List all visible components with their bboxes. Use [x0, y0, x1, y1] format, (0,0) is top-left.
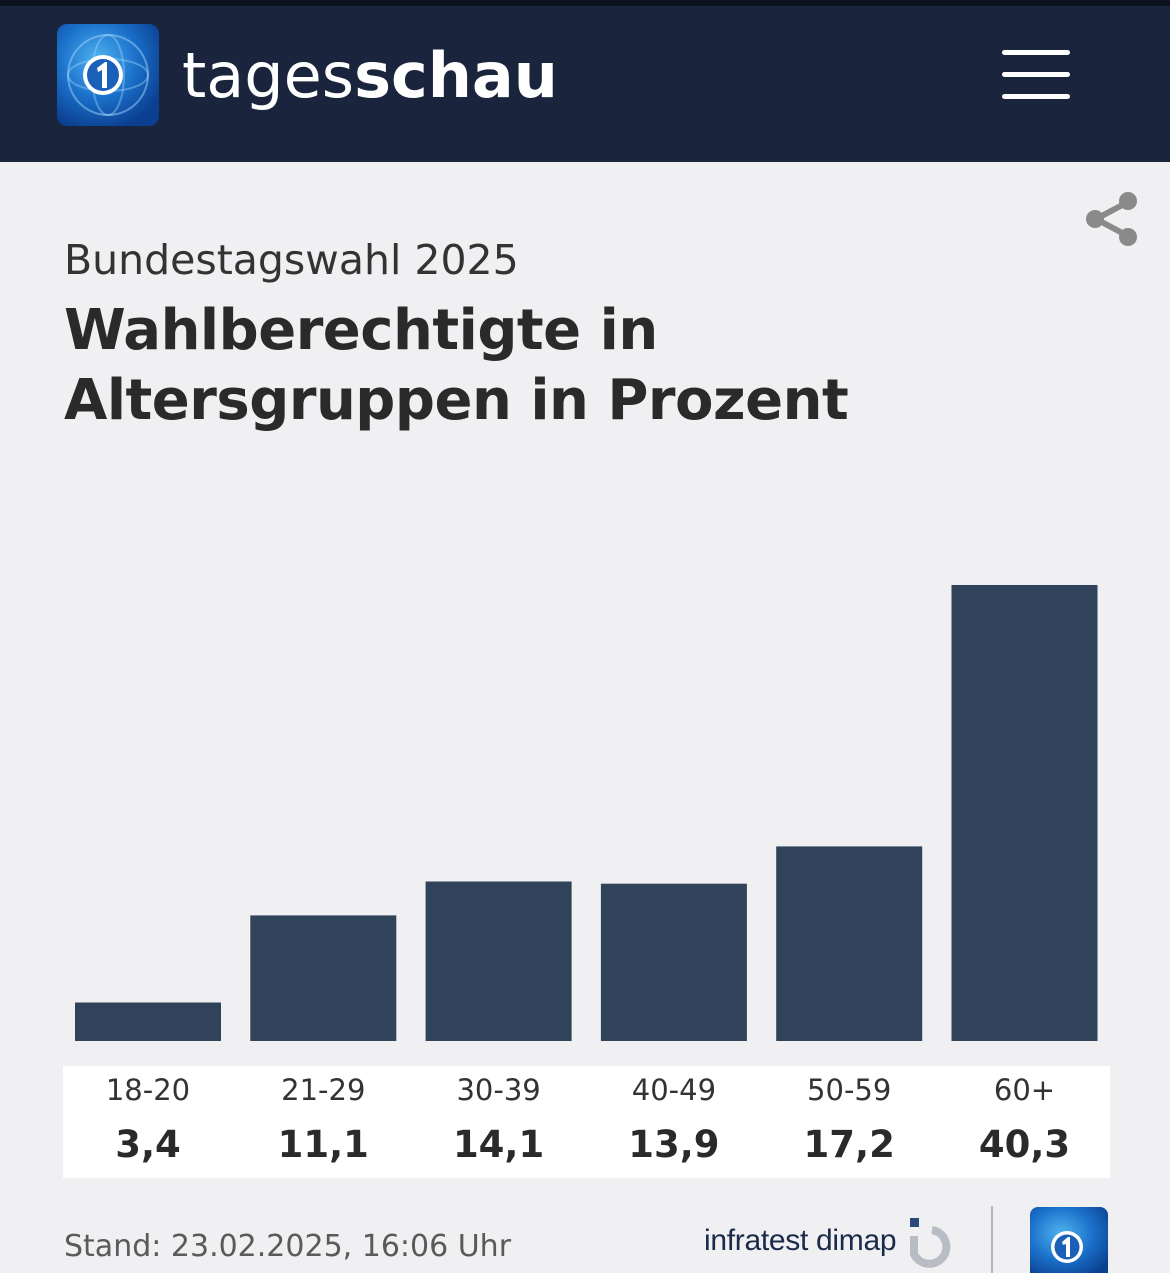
- bar-50-59[interactable]: [776, 846, 923, 1041]
- value-label: 40,3: [978, 1123, 1071, 1166]
- hamburger-menu-icon[interactable]: [996, 44, 1076, 106]
- value-label: 14,1: [452, 1123, 545, 1166]
- category-label: 40-49: [631, 1073, 717, 1107]
- category-label: 30-39: [456, 1073, 541, 1107]
- value-label: 11,1: [277, 1123, 369, 1166]
- category-label: 50-59: [807, 1073, 892, 1107]
- value-label: 13,9: [628, 1123, 720, 1166]
- share-icon[interactable]: [1082, 188, 1144, 250]
- menu-line: [1002, 94, 1070, 99]
- brand-name-light: tages: [182, 39, 355, 112]
- brand-name[interactable]: tagesschau: [182, 36, 558, 116]
- chart-subtitle: Bundestagswahl 2025: [64, 236, 519, 284]
- source-label[interactable]: infratest dimap: [704, 1224, 897, 1257]
- value-label: 17,2: [803, 1123, 895, 1166]
- header-bar: tagesschau: [0, 0, 1170, 162]
- menu-line: [1002, 72, 1070, 77]
- category-label: 18-20: [105, 1073, 191, 1107]
- bar-18-20[interactable]: [75, 1002, 221, 1042]
- ard-logo-icon[interactable]: [1030, 1207, 1108, 1273]
- bar-40-49[interactable]: [600, 883, 747, 1041]
- bar-60+[interactable]: [951, 585, 1098, 1041]
- category-label: 21-29: [281, 1073, 366, 1107]
- menu-line: [1002, 50, 1070, 55]
- bar-21-29[interactable]: [250, 915, 397, 1041]
- timestamp: Stand: 23.02.2025, 16:06 Uhr: [64, 1229, 512, 1264]
- chart-title: Wahlberechtigte in Altersgruppen in Proz…: [64, 298, 849, 433]
- category-label: 60+: [993, 1073, 1056, 1107]
- infratest-dimap-logo-icon: [906, 1216, 958, 1268]
- tagesschau-globe-logo-icon[interactable]: [57, 24, 159, 126]
- category-value-panel: [63, 1066, 1110, 1178]
- bar-30-39[interactable]: [425, 881, 572, 1042]
- header-top-edge: [0, 0, 1170, 6]
- footer-divider: [991, 1206, 993, 1273]
- brand-name-bold: schau: [354, 39, 558, 112]
- bar-chart: [75, 585, 1098, 1042]
- value-label: 3,4: [115, 1123, 181, 1166]
